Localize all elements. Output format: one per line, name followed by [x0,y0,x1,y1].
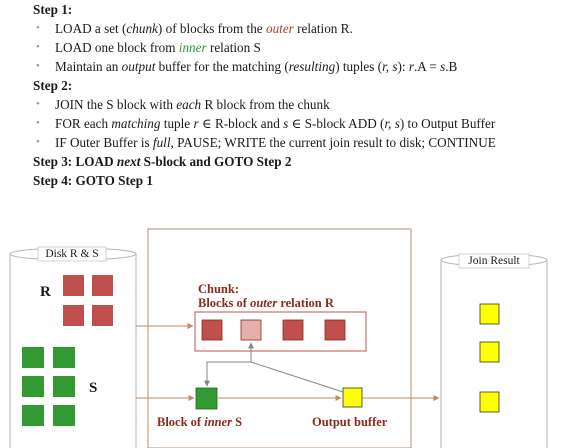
join-result-label: Join Result [468,255,520,267]
chunk-r-block-active [240,319,262,341]
disk-s-block [22,376,44,397]
step-1-bullet-2: LOAD one block from inner relation S [33,38,586,57]
inner-s-block [195,387,218,410]
chunk-box [194,311,367,352]
disk-r-block [63,305,84,326]
step-1-title: Step 1: [33,2,73,17]
disk-cylinder [9,246,137,448]
inner-block-label: Block of inner S [157,415,243,429]
step-2-bullet-2: FOR each matching tuple r ∈ R-block and … [33,114,586,133]
join-compare-arrow [204,342,254,387]
output-buffer-block [342,387,363,408]
chunk-r-block [324,319,346,341]
match-to-output-line [250,361,344,393]
disk-r-block [63,275,84,296]
disk-s-block [53,376,75,397]
step-4: Step 4: GOTO Step 1 [33,173,153,188]
join-result-cylinder [440,253,548,448]
chunk-title: Chunk: Blocks of outer relation R [198,282,334,310]
step-3: Step 3: LOAD next S-block and GOTO Step … [33,154,292,169]
disk-label: Disk R & S [45,248,99,260]
disk-s-block [53,405,75,426]
chunk-r-block [201,319,223,341]
step-2-bullet-1: JOIN the S block with each R block from … [33,95,586,114]
disk-s-block [22,347,44,368]
join-result-block [479,391,500,413]
r-relation-label: R [40,284,51,300]
disk-s-block [22,405,44,426]
step-1-bullet-3: Maintain an output buffer for the matchi… [33,57,586,76]
disk-r-block [92,305,113,326]
step-1-bullet-1: LOAD a set (chunk) of blocks from the ou… [33,19,586,38]
step-2-bullet-3: IF Outer Buffer is full, PAUSE; WRITE th… [33,133,586,152]
output-buffer-label: Output buffer [312,415,388,429]
join-result-block [479,303,500,325]
join-result-block [479,341,500,363]
disk-r-block [92,275,113,296]
step-2-title: Step 2: [33,78,73,93]
s-relation-label: S [89,380,98,396]
algorithm-steps: Step 1: LOAD a set (chunk) of blocks fro… [33,0,586,190]
chunk-r-block [282,319,304,341]
disk-s-block [53,347,75,368]
main-memory-box [147,228,412,448]
